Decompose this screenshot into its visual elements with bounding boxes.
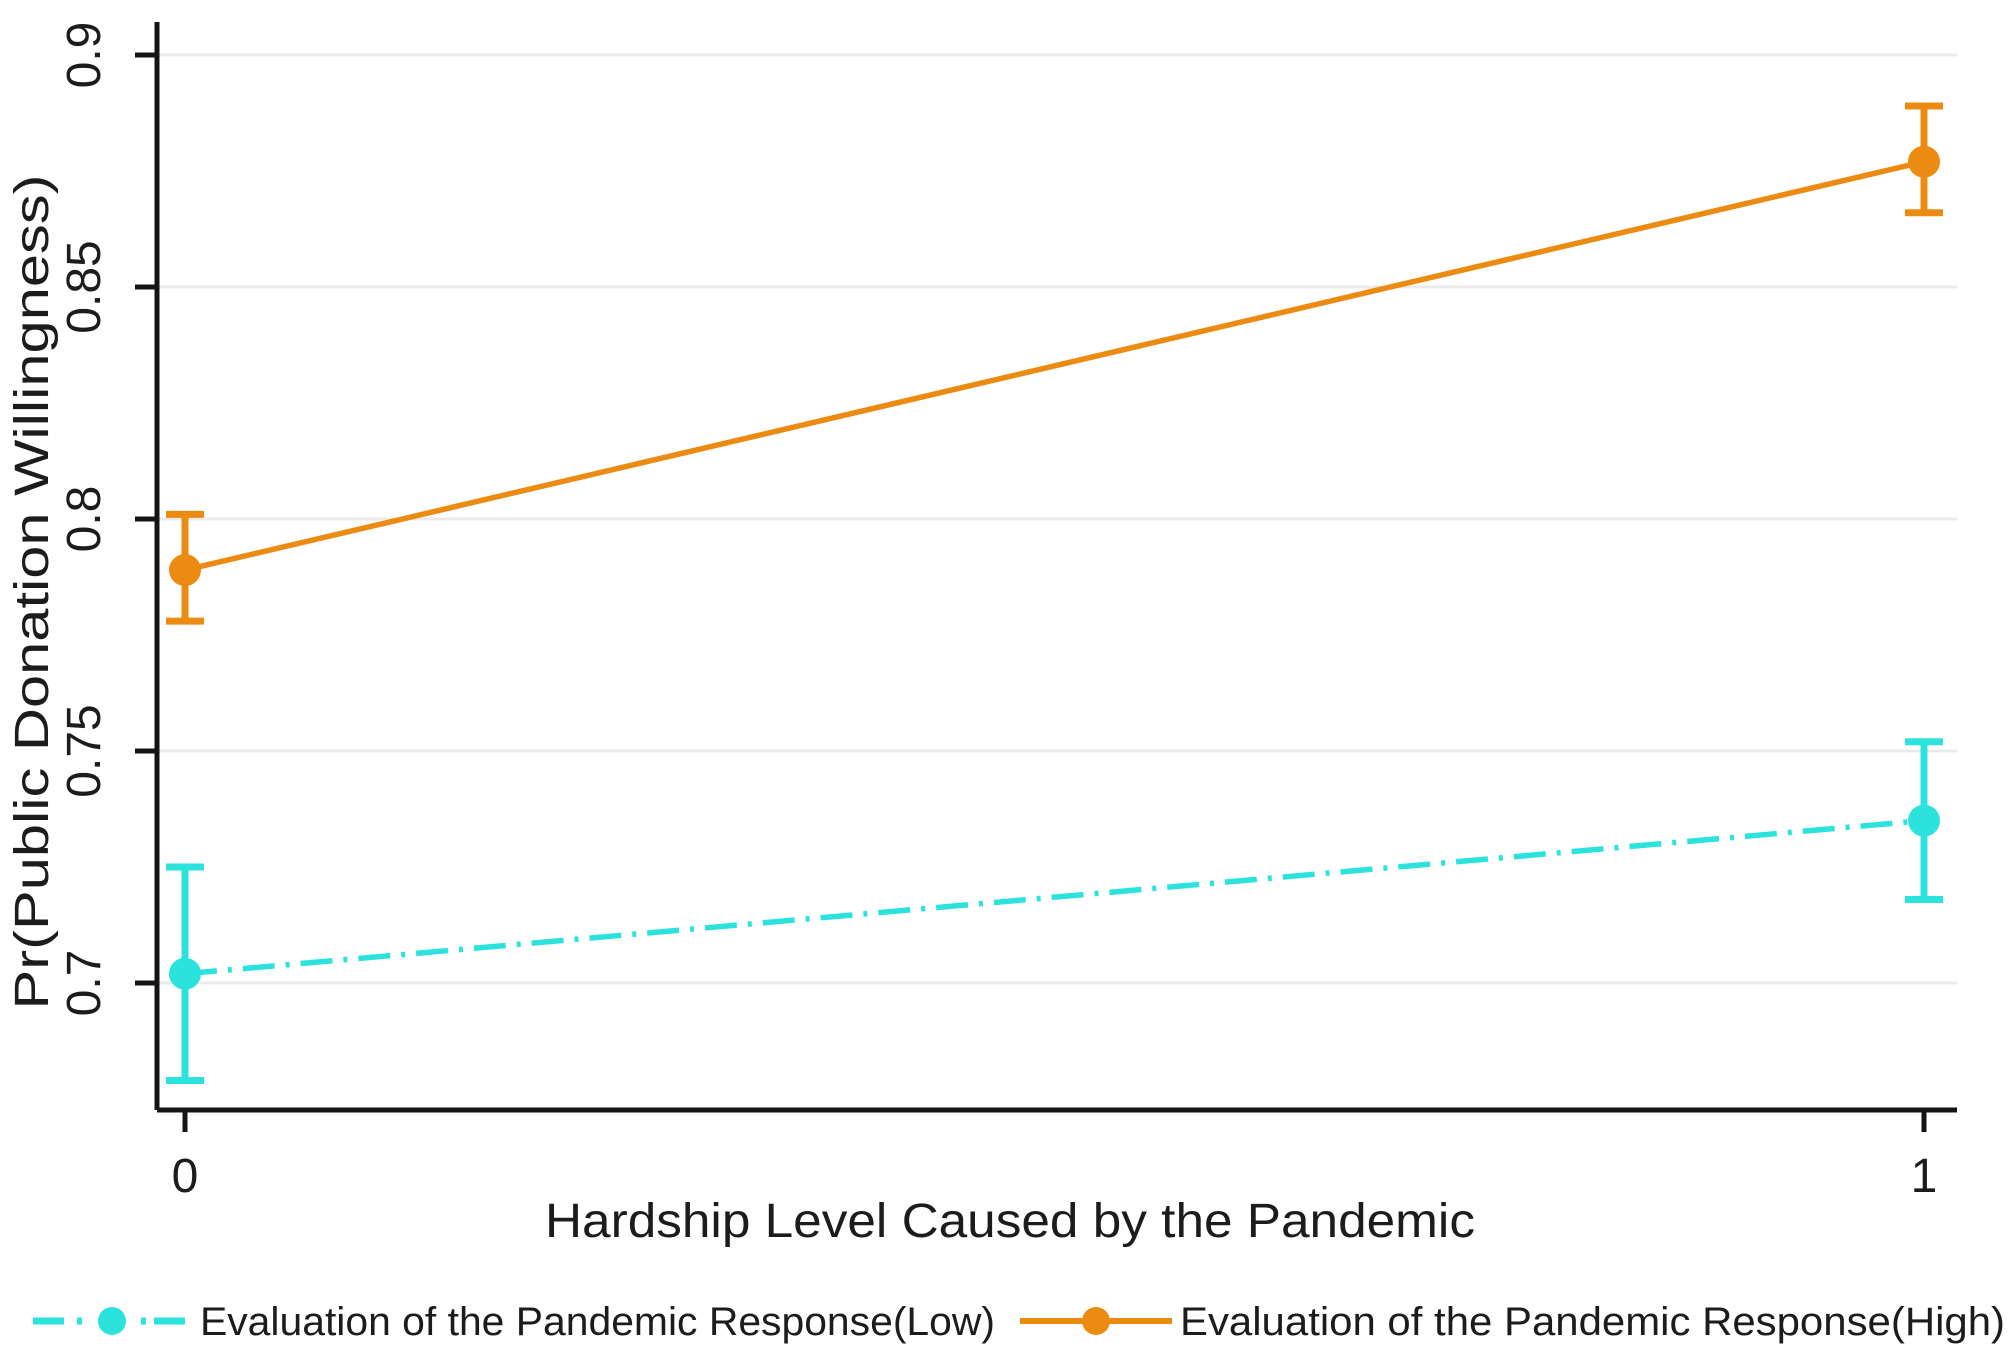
legend-item-low: Evaluation of the Pandemic Response(Low) bbox=[33, 1300, 995, 1344]
legend-item-high: Evaluation of the Pandemic Response(High… bbox=[1020, 1300, 2005, 1344]
series-0 bbox=[166, 738, 1943, 1084]
series-plot-area bbox=[166, 102, 1943, 1084]
y-axis-title: Pr(Public Donation Willingness) bbox=[6, 175, 59, 1010]
legend: Evaluation of the Pandemic Response(Low)… bbox=[33, 1300, 2005, 1344]
x-tick-label: 0 bbox=[172, 1150, 199, 1203]
legend-low-label: Evaluation of the Pandemic Response(Low) bbox=[200, 1300, 995, 1344]
x-axis-title: Hardship Level Caused by the Pandemic bbox=[545, 1195, 1475, 1248]
legend-high-marker-icon bbox=[1082, 1307, 1110, 1335]
series-0-line bbox=[184, 817, 1925, 977]
y-tick-label: 0.85 bbox=[58, 240, 111, 333]
series-0-point bbox=[169, 957, 201, 990]
y-tick-label: 0.75 bbox=[58, 704, 111, 797]
series-1-line bbox=[184, 159, 1925, 573]
series-0-point bbox=[1908, 804, 1940, 837]
x-tick-label: 1 bbox=[1911, 1150, 1938, 1203]
legend-high-label: Evaluation of the Pandemic Response(High… bbox=[1180, 1300, 2005, 1344]
gridlines bbox=[159, 53, 1957, 985]
y-tick-label: 0.7 bbox=[58, 950, 111, 1017]
y-tick-label: 0.8 bbox=[58, 486, 111, 553]
legend-low-marker-icon bbox=[98, 1307, 126, 1335]
y-tick-label: 0.9 bbox=[58, 22, 111, 89]
series-1-point bbox=[1908, 145, 1940, 178]
axes bbox=[154, 22, 1957, 1113]
series-1-point bbox=[169, 554, 201, 587]
series-1 bbox=[166, 102, 1943, 625]
y-ticks: 0.7 0.75 0.8 0.85 0.9 bbox=[58, 22, 157, 1017]
